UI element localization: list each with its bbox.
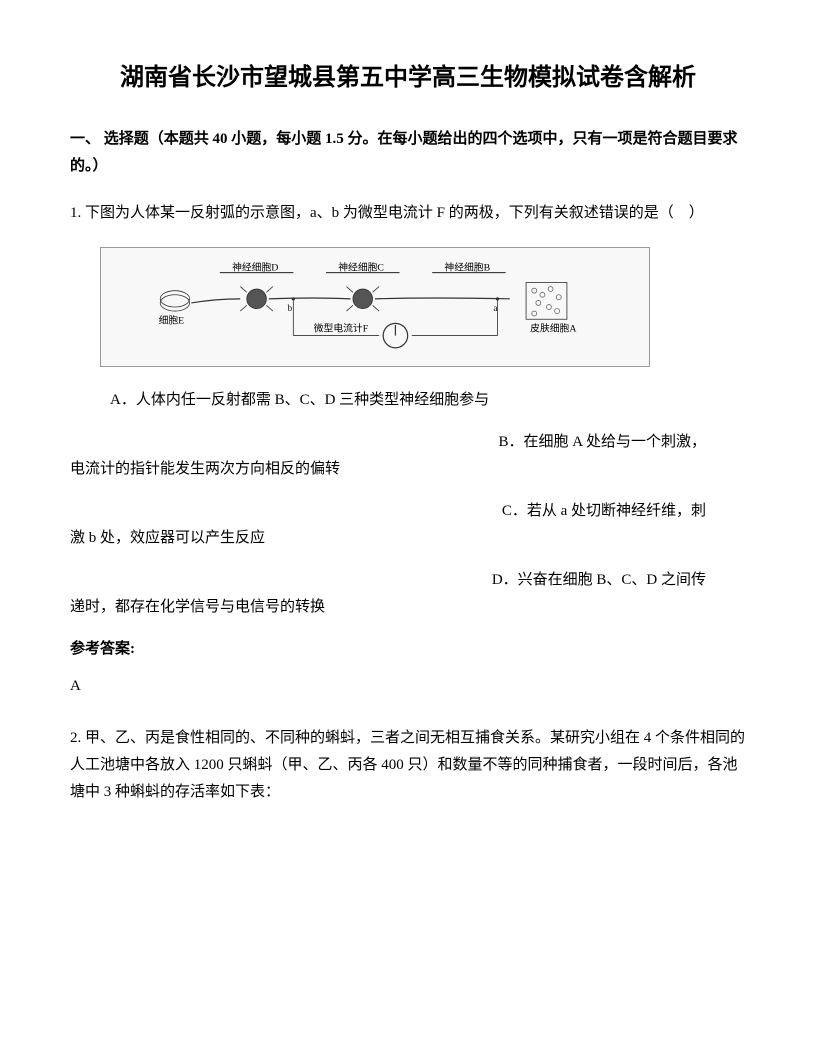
label-point-a: a [493, 303, 497, 313]
question-2-body: 甲、乙、丙是食性相同的、不同种的蝌蚪，三者之间无相互捕食关系。某研究小组在 4 … [70, 730, 745, 800]
section-header: 一、 选择题（本题共 40 小题，每小题 1.5 分。在每小题给出的四个选项中，… [70, 126, 746, 180]
diagram-svg: 神经细胞D 神经细胞C 神经细胞B 细胞E b [111, 258, 639, 356]
question-2: 2. 甲、乙、丙是食性相同的、不同种的蝌蚪，三者之间无相互捕食关系。某研究小组在… [70, 725, 746, 806]
reflex-arc-diagram: 神经细胞D 神经细胞C 神经细胞B 细胞E b [100, 247, 650, 367]
document-title: 湖南省长沙市望城县第五中学高三生物模拟试卷含解析 [70, 60, 746, 96]
question-number: 1. [70, 205, 81, 221]
option-d-continue: 递时，都存在化学信号与电信号的转换 [70, 594, 746, 621]
label-point-b: b [288, 303, 293, 313]
option-a: A．人体内任一反射都需 B、C、D 三种类型神经细胞参与 [110, 387, 746, 414]
question-1-options: A．人体内任一反射都需 B、C、D 三种类型神经细胞参与 [110, 387, 746, 414]
question-1-text: 1. 下图为人体某一反射弧的示意图，a、b 为微型电流计 F 的两极，下列有关叙… [70, 200, 746, 227]
label-cell-e: 细胞E [159, 313, 185, 326]
label-cell-b: 神经细胞B [444, 260, 490, 273]
option-b-prefix: B．在细胞 A 处给与一个刺激， [70, 429, 706, 456]
label-meter-f: 微型电流计F [314, 322, 369, 335]
option-b-continue: 电流计的指针能发生两次方向相反的偏转 [70, 456, 746, 483]
option-d-prefix: D．兴奋在细胞 B、C、D 之间传 [70, 567, 706, 594]
question-2-text: 2. 甲、乙、丙是食性相同的、不同种的蝌蚪，三者之间无相互捕食关系。某研究小组在… [70, 725, 746, 806]
question-1: 1. 下图为人体某一反射弧的示意图，a、b 为微型电流计 F 的两极，下列有关叙… [70, 200, 746, 700]
label-skin-a: 皮肤细胞A [530, 322, 576, 335]
answer-value: A [70, 673, 746, 700]
question-2-number: 2. [70, 730, 81, 746]
option-c-continue: 激 b 处，效应器可以产生反应 [70, 525, 746, 552]
label-cell-c: 神经细胞C [338, 260, 384, 273]
label-cell-d: 神经细胞D [232, 260, 278, 273]
question-body: 下图为人体某一反射弧的示意图，a、b 为微型电流计 F 的两极，下列有关叙述错误… [85, 205, 704, 221]
option-c-prefix: C．若从 a 处切断神经纤维，刺 [70, 498, 706, 525]
answer-label: 参考答案: [70, 636, 746, 663]
